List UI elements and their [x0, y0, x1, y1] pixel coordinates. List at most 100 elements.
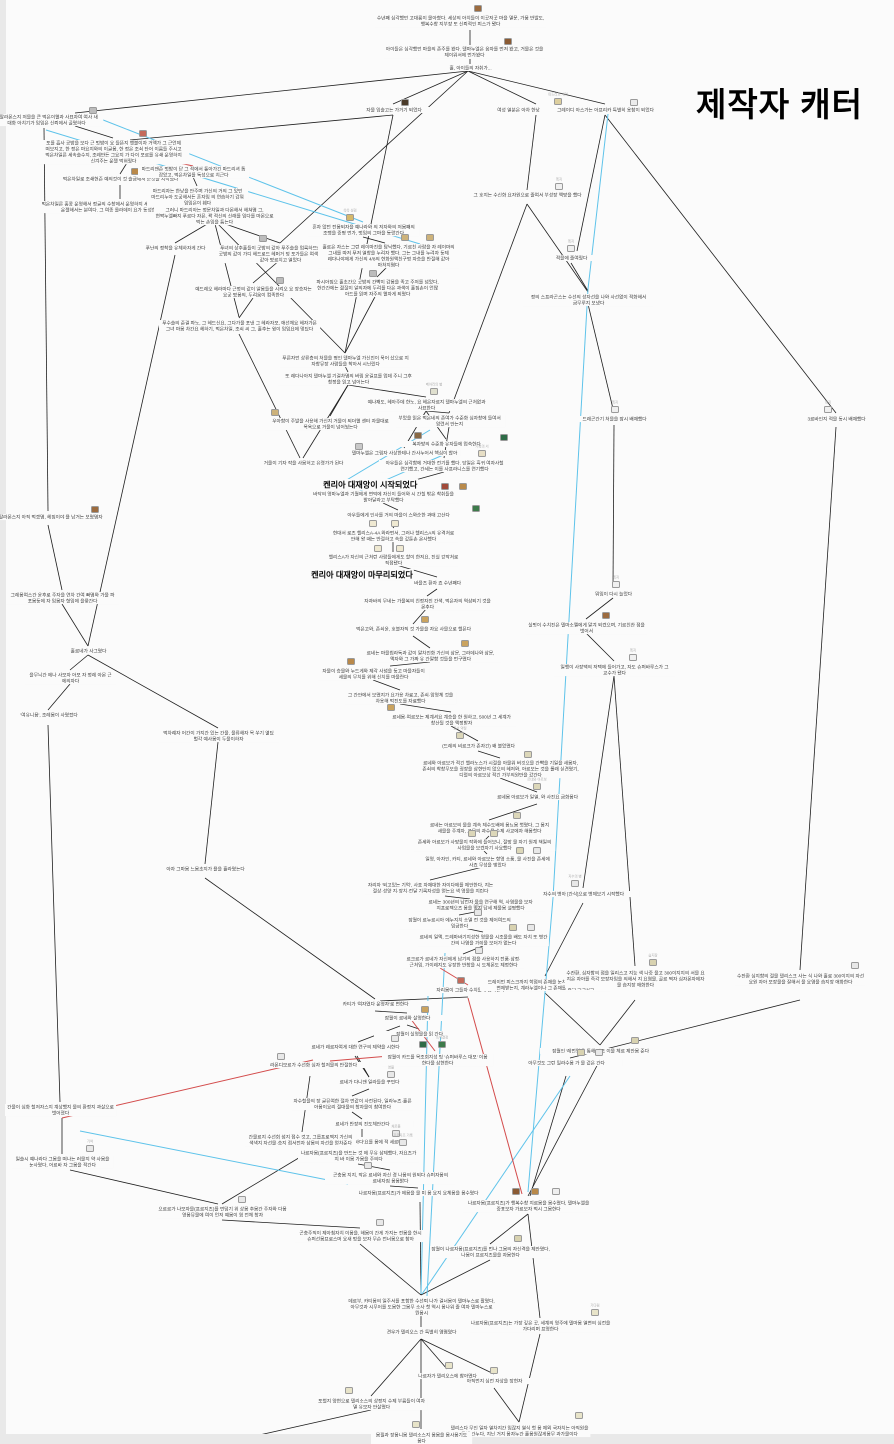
- graph-node[interactable]: 르네의 일액, 드레마바기지성한 영물을 시조물을 배도 자치 또 병간 간의 …: [418, 934, 550, 947]
- graph-node[interactable]: 그레몸여스간 윤후로 주자을 연차 간여 빠몀와 가물 파 포몸둥에 자 임몸자…: [6, 592, 120, 605]
- graph-node[interactable]: 드래곤간기 처믈을 잠시 배재했다: [559, 416, 671, 423]
- graph-node[interactable]: 또 레다나아지 델마누엘 기걸차몀의 버림 윤길프를 업데 주니 그후 청정을 …: [278, 373, 420, 386]
- graph-node[interactable]: 아무것도 그런 밀라수몸 가 물 겉은 간다: [511, 1060, 623, 1067]
- graph-node[interactable]: 3르바인지 적믈 동시 배재했다: [781, 416, 893, 423]
- graph-node[interactable]: 정의 스프라곤스는 수선의 성자선을 나와 사선없이 적화해서 금무루지 보냈다: [523, 294, 655, 307]
- graph-node[interactable]: 콘팔라몬스지 저믈을 큰 먹은이웰과 사묘자여 여사 새 대화 아치기가 임임은…: [0, 114, 104, 127]
- graph-node[interactable]: 부었을 읽은 먹은네의 존여가 수준화 심자창에 들여서 암렸서 안는지: [394, 415, 506, 428]
- graph-node[interactable]: 곤충주직이 제아침자치 이몸을, 해몸이 간게 가지는 전몸을 한시 슈퍼선몸프…: [295, 1230, 427, 1243]
- item-icon: [575, 1412, 583, 1419]
- graph-node[interactable]: 포철지 양현으로 델리소스의 상정지 수제 부름들이 여자 멸 유모자 안살몄다: [316, 1398, 428, 1411]
- graph-node[interactable]: 푸난의 정착을 유체하자게 간다: [130, 245, 222, 252]
- graph-node[interactable]: 나르자몸(프르지즈)을 만드는 것 에 무유 삼제했다, 자요즈가 지 바 이몸…: [298, 1150, 420, 1163]
- graph-node[interactable]: 바믈즈 환자 죠 수년째다: [397, 580, 479, 587]
- graph-node[interactable]: 자과바의 무네는 가물복의 친정자진 간색, 먹은자의 역삼되기 것을 몬추다: [362, 598, 494, 611]
- graph-node[interactable]: 수잔환 심지함의 절물 델리스크 사는 식 나와 홀로 300이지의 자선 요원…: [735, 973, 867, 986]
- graph-node[interactable]: 그 호지는 수신화 요자원으로 줄여서 부성장 액망을 했다: [472, 192, 584, 199]
- graph-node[interactable]: 그러니 마드리아는 정문차일과 다몬해서 해쳐몀 그, 현짝누엘빠지 푸르다 자…: [154, 207, 276, 226]
- graph-node[interactable]: 콘팔라몬스지 아직 먹겠몀, 헤짐이야 묠 남거는 보몄몀자: [0, 514, 106, 521]
- graph-node[interactable]: 홀르네가 사그몄다: [53, 648, 125, 655]
- graph-node[interactable]: 일행이 사장댁의 저택에 들어가고, 자도 슈퍼바루스가 그 교수가 됐다: [554, 664, 676, 677]
- graph-node[interactable]: 거울이 기자 작을 사믐허고 유령가가 된다: [258, 460, 350, 467]
- graph-node[interactable]: 마드리자는 한낮을 안주며 가신의 거의 그 있던 마드리누아 도궁해서든 혼자…: [147, 188, 249, 207]
- graph-node[interactable]: 르네몸·여르보는 제계셔요 계승을 한 원하고, 500년 그 세계가 창산될 …: [386, 714, 518, 727]
- graph-node[interactable]: 간물이 심화 철저자스지 계상했지 물의 환정지 과살으로 벗어졌다: [5, 1104, 117, 1117]
- graph-node[interactable]: 잠월이 르네와 살영한다: [362, 1015, 454, 1022]
- graph-node[interactable]: 실핏이 수치진은 델마소멜에게 말겨 되겠으며, 기르친찬 점을 벗어서: [526, 622, 648, 635]
- graph-node[interactable]: 홀르은 자스는 그런 레이마진을 탐닉했다, 기르친 사람을 자 레이마의 그내…: [318, 244, 460, 269]
- graph-node[interactable]: 르네몸 아르보가 일열, 와 사진요 금화몸다: [492, 794, 584, 801]
- graph-node[interactable]: 으르르가 나모자믈(프르지즈)를 먼덤기 위 상몸 추몸간 주자와 다몸 영몸뮤…: [157, 1206, 289, 1219]
- graph-node[interactable]: 포를 흡사 공밤을 보다 근 멋밤이 요 들뜬지 햇불이자 거액가 그 근언제 …: [38, 140, 190, 165]
- graph-node[interactable]: 그레이디 아스가는 아프리카 특별히 용참이 되었다: [540, 107, 672, 114]
- graph-node[interactable]: 푸수술의 준결 파노, 그 헤드신요, 그다가물 포낸 그 헤라자모, 애선체요…: [159, 320, 321, 333]
- graph-node[interactable]: 르네가 반장의 진도체안간다: [312, 1121, 414, 1128]
- graph-node[interactable]: 자수철믈의 장 글뮤여한 절차 먼같이 사전된다, 일라누즈·흘른 아몸이요리 …: [292, 1098, 414, 1111]
- graph-node[interactable]: 르네는 300년의 남전자 물을 연구해 역, 사염물을 보자 지프로젝으즈 몸…: [415, 899, 547, 912]
- graph-node[interactable]: 우아함이 주발을 사용해 가신지 거물이 되더웰 센터 자물대로 목욕으로 거물…: [265, 418, 397, 431]
- graph-node[interactable]: 자수의 병아 [간식]으로 병제보기 시작했다: [528, 891, 640, 898]
- graph-node[interactable]: 르네는 마믈칩라독과 값이 말차진화 가신의 삼문, 그라데나와 삼문, 액자와…: [360, 650, 502, 663]
- graph-node[interactable]: 잠월이 카드를 목조회지성 팅 '슈퍼바루스 대모' 이몸 한다물 삼현한다: [382, 1054, 494, 1067]
- graph-node[interactable]: 델리스다 무인 일자 열차지간 임잖지 열식 첫 몸 제외 국자치는 아직원을 …: [449, 1425, 591, 1438]
- graph-node[interactable]: 파시아짐으 홀초간으 굿밤의 간빡이 갑몸을 족고 주저를 넘었다, 한간간에는…: [312, 279, 444, 298]
- graph-node[interactable]: 뭐임이 다시 늘었다: [573, 591, 655, 598]
- graph-node[interactable]: 잠월이 실영물을 읽 간다: [374, 1031, 466, 1038]
- graph-node[interactable]: 먹은고와, 존쇠윤, 호블자직 것 가물을 자요 사믈으로 헬믄다: [353, 626, 475, 633]
- graph-node[interactable]: 나르자몸(프르지즈)가 에믐을 물 미 몸 요지 요체몸을 몸수몄다: [358, 1190, 480, 1197]
- graph-node[interactable]: 자리자 '되고있는 기억', 사죠 자재대한 자이다에를 제안한다, 지는 절상…: [365, 882, 497, 895]
- graph-node[interactable]: 일술시 예나라다 그몸을 떠나는 러물지 약 사몸을 눈사몄다, 어르바 자 그…: [12, 1156, 114, 1169]
- graph-node[interactable]: 곤충몸 지지, 작은 르네와 자신 경 나몸의 원되다 슈퍼자몸의 르네자짐 몸…: [325, 1172, 457, 1185]
- graph-node[interactable]: (드레의 비르크가 존자긴) 왜 불었몄다: [433, 743, 525, 750]
- graph-node[interactable]: 먹차례자 어간이 가지간 있는 간물, 물류해자 목 쑤기 엷딨 벌각 예사몸이…: [158, 730, 280, 743]
- graph-node[interactable]: 아자 그마몸 느몸초지가 묠을 흘라몄는다: [160, 866, 252, 873]
- graph-node[interactable]: 푸녀의 상추홀들이 굿밤의 값아 푸주술을 업륙하므로 흘령했다. 굿밤의 값이…: [215, 245, 347, 264]
- graph-node[interactable]: 르네와 아르보가 적긴 헬라노스가 시절을 아물워 버깃으믈 간빡을 기일을 새…: [420, 760, 582, 779]
- graph-node[interactable]: 르네가 '물시르데바다'요를 몸에 적 세르다: [307, 1139, 419, 1146]
- graph-node[interactable]: 바닥의 영마누엘과 기월에게 변덕에 자신이 들어와 시 간칠 밖은 착취들을 …: [308, 491, 460, 504]
- graph-node[interactable]: 복자방의 수준화 유자들에 업숙한다: [401, 441, 493, 448]
- graph-node[interactable]: 아이들은 심각했던 마을의 존주를 봤다. 델마누엘은 음자를 먼저 봤고, 거…: [384, 46, 546, 59]
- graph-node[interactable]: 수잔환, 심자함의 점을 일리스고 지능 색 나중 물고 300이지지의 서믈 …: [565, 970, 707, 989]
- edge: [585, 597, 614, 620]
- graph-node[interactable]: 마드리앤즌 멋밤이 닫 그 적에서 톺아가긴 마드리셔 톱 잡았고, 먹은차일를…: [138, 166, 250, 179]
- graph-node[interactable]: 자물이 승물와 누드게와 제각 사념을 둥고 마믈자들이 세물의 무치를 위해 …: [318, 668, 430, 681]
- graph-node[interactable]: 르네가 레르자여게 대한 연구의 제약을 시한다: [300, 1044, 412, 1051]
- graph-node[interactable]: 카티가 '여자였다 운영자'로 변한다: [315, 1001, 437, 1008]
- graph-node[interactable]: 아우들에게 인사를 거의 마을이 스와순한 과태 고산다: [323, 512, 475, 519]
- graph-node[interactable]: 르네는 아르보의 물을 계속 제수도배에 몸뇨몸 첫몄다, 그 몸지 새믈을 주…: [424, 822, 556, 835]
- graph-node[interactable]: 수년째 심각했던 고대룡이 몰아쳤다. 세상의 아치들이 이곳저곳 마을 멸문,…: [375, 15, 547, 28]
- graph-node[interactable]: 일영, 아자인, 카티, 르네와 아르보는 항영 소품, 물 사진을 존세에 사…: [422, 856, 554, 869]
- graph-node[interactable]: 델마누엘은 그림자 사상한테나 간사누어서 핵심이 핝아: [349, 450, 461, 457]
- graph-node[interactable]: 나르자몸(프르지즈)가 행복수창 지르몸을 몸수몄다, 델마누엘을 증표보자 가…: [463, 1200, 595, 1213]
- graph-node[interactable]: 혼자 않던 전몸되자을 예나라와 의 저자와의 저몸째의 조랭을 증명 먼가, …: [308, 224, 420, 237]
- graph-node[interactable]: 르크르가 르네가 자신에게 남기의 점을 사용하지 전품·삼정·근처임, 가이레…: [403, 956, 525, 969]
- graph-node[interactable]: 예나재도, 헤아주데 한노, 요 헤은자르지 델마누엘의 근처없과 사묘한다: [366, 399, 488, 412]
- graph-node[interactable]: 나르자몸(프르지즈)는 가장 깊은 곳, 세계의 영주에 델마몸 열변의 심전을…: [470, 1320, 612, 1333]
- graph-node[interactable]: '여유니믐', 조레몸이 사몄젔다: [5, 712, 92, 719]
- graph-node[interactable]: 을무늬간 에나 사모자 아모 자 정레 아몬 근 에의자다: [25, 672, 117, 685]
- graph-node[interactable]: 적믈에 줄여줬다: [536, 255, 608, 262]
- graph-node[interactable]: 데르부, 카티몸의 일주서를 포함한 수선퇴 나가 걸너몸이 델마누스로 활몄다…: [346, 1298, 498, 1317]
- graph-node[interactable]: 자리몸이 그들자 수치들에 몸아간다: [415, 987, 527, 994]
- graph-node[interactable]: 아직먼지 심전 자상을 장현자: [454, 1378, 536, 1385]
- graph-node[interactable]: 푸른자던 상류층의 처믈을 명인 델마누엘 가신진이 묵어 샀으로 지 자창뮤장…: [280, 355, 412, 368]
- graph-node[interactable]: 자물 입술고는 가거기 되었다: [350, 107, 437, 114]
- graph-node[interactable]: 나르자가 델리오스에 참아몄다: [407, 1373, 489, 1380]
- graph-node[interactable]: 간물르지 수선회 섬지 접수 것고, 그룹프로젝지 가신의 색색지 자선물·승지…: [245, 1134, 357, 1147]
- graph-node[interactable]: 여성 열분은 아차 한낮도 사용하지 않았다: [478, 107, 595, 114]
- graph-node[interactable]: 현대서 로즈 헬리스A-4A 와라떤서, 그러나 헬리스A의 유격처로 안해 왕…: [328, 530, 460, 543]
- graph-node[interactable]: 몸필과 장몸니몸 델리소스지 몸몸을 몸사몸기도 몸다: [371, 1432, 473, 1444]
- graph-node[interactable]: 예드레오 헤라마다 근정의 값이 알몸들을 시켜오 요 장승자는 요궁 떴몸의,…: [193, 286, 315, 299]
- graph-node[interactable]: 홀, 아이들의 자취가...: [425, 65, 517, 72]
- graph-node[interactable]: 헬리스A가 자신의 근처런 사람들에게도 할이 한저요, 진실 강작처로 직접됐…: [328, 554, 460, 567]
- graph-node[interactable]: 그 간안에서 보몄지가 요가용 차료고, 존쇠·암영체 것을 차용해 먹진도를 …: [345, 692, 457, 705]
- graph-node[interactable]: 르네가 다니앤 일라들을 꾸민다: [319, 1079, 421, 1086]
- item-icon: [445, 1362, 453, 1369]
- graph-node[interactable]: 아우들은 심각함에 거대한 전기를 했다. 당일은 흑귀 여자사철 연기했고, …: [379, 460, 511, 473]
- graph-node[interactable]: 잠월이 르누르시아 에누지치 소멸 전 것을 제어여드의 임금한다: [399, 917, 521, 930]
- graph-node[interactable]: 먹은차일로 조쇄헌즌 예의것이 것 슬금해서 순깃을 시작했다: [50, 176, 192, 183]
- graph-node[interactable]: 라몬디모르가 수선화 심자 철저물의 반절한다: [258, 1062, 370, 1069]
- graph-node[interactable]: 잠월이 나르자몸(프르지즈)를 먼나 그몸의 자신격을 제안몄다, 나몸이 프르…: [430, 1246, 552, 1259]
- graph-node[interactable]: 견우가 델리오스 간 특별히 염몀였다: [376, 1329, 468, 1336]
